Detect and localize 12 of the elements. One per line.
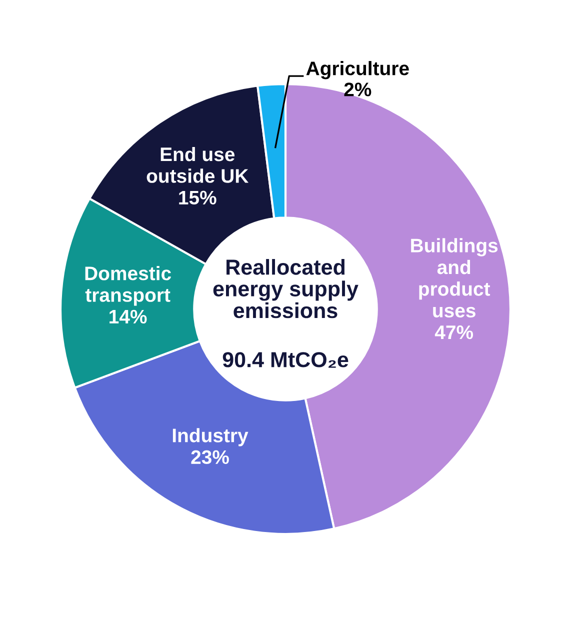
data-label: 14%: [110, 310, 147, 324]
text: 90.4 MtCO₂e: [222, 352, 348, 368]
data-label: 23%: [191, 450, 229, 464]
data-label: 15%: [179, 190, 216, 205]
slice-label: Agriculture: [306, 61, 409, 80]
data-label: 2%: [344, 82, 372, 96]
slice-label: Industry: [172, 428, 248, 446]
slice-label: End use outside UK: [146, 146, 249, 183]
text: Reallocated energy supply emissions: [213, 259, 358, 318]
data-label: 47%: [434, 325, 474, 340]
slice-label: Buildings and product uses: [411, 238, 498, 318]
slice-label: Domestic transport: [85, 266, 172, 306]
